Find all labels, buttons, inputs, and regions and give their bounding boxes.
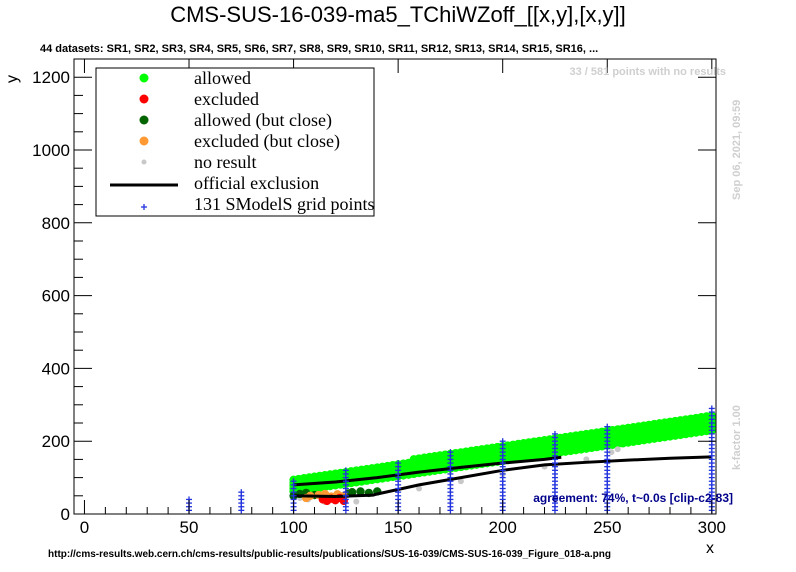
grid-point-marker	[290, 478, 297, 485]
x-tick-label: 250	[593, 518, 621, 537]
no-result-point	[457, 478, 464, 485]
plot-area	[186, 405, 717, 514]
legend-label: 131 SModelS grid points	[194, 194, 375, 214]
legend-label: official exclusion	[194, 173, 319, 193]
x-tick-label: 300	[698, 518, 726, 537]
legend-marker	[139, 136, 149, 146]
x-tick-label: 150	[384, 518, 412, 537]
allowed-close-point	[356, 487, 365, 496]
no-result-point	[353, 498, 360, 505]
y-tick-label: 0	[61, 505, 70, 524]
legend-label: allowed (but close)	[194, 110, 332, 131]
agreement-label: agreement: 74%, t~0.0s [clip-c2-83]	[533, 491, 733, 505]
legend-item: excluded (but close)	[139, 131, 340, 152]
chart-subtitle: 44 datasets: SR1, SR2, SR3, SR4, SR5, SR…	[40, 43, 598, 55]
y-axis-label: y	[4, 75, 21, 83]
legend-label: allowed	[194, 68, 251, 88]
grid-point-marker	[708, 405, 715, 412]
grid-point-marker	[499, 438, 506, 445]
series-grid-points	[186, 405, 715, 514]
x-tick-label: 0	[80, 518, 89, 537]
y-tick-label: 1000	[32, 141, 70, 160]
legend-item: 131 SModelS grid points	[141, 194, 375, 214]
grid-point-marker	[604, 423, 611, 430]
legend-label: excluded (but close)	[194, 131, 340, 152]
legend-item: allowed (but close)	[139, 110, 332, 131]
legend-marker	[139, 115, 149, 125]
x-tick-label: 100	[279, 518, 307, 537]
legend-item: no result	[141, 152, 257, 172]
y-tick-label: 200	[42, 432, 70, 451]
x-tick-label: 50	[180, 518, 199, 537]
chart-title: CMS-SUS-16-039-ma5_TChiWZoff_[[x,y],[x,y…	[170, 2, 626, 27]
legend-item: official exclusion	[110, 173, 319, 193]
grid-point-marker	[447, 449, 454, 456]
legend-label: excluded	[194, 89, 259, 109]
y-tick-label: 600	[42, 287, 70, 306]
legend-item: allowed	[139, 68, 251, 88]
legend-marker	[139, 94, 149, 104]
y-tick-label: 1200	[32, 68, 70, 87]
legend-item: excluded	[139, 89, 259, 109]
y-tick-label: 800	[42, 214, 70, 233]
x-tick-label: 200	[489, 518, 517, 537]
plot-frame	[73, 58, 717, 515]
no-result-point	[608, 449, 615, 456]
axes: 0 50 100 150 200 250 300 0 200 400 600 800 1000 1200	[32, 58, 726, 537]
allowed-close-point	[347, 487, 357, 497]
grid-point-marker	[551, 430, 558, 437]
source-url: http://cms-results.web.cern.ch/cms-resul…	[48, 549, 611, 560]
excluded-point	[339, 496, 348, 506]
legend-marker	[139, 73, 149, 83]
grid-point-marker	[395, 460, 402, 467]
y-tick-label: 400	[42, 359, 70, 378]
official-exclusion-line	[293, 455, 562, 487]
no-result-point	[614, 446, 621, 453]
grid-point-marker	[342, 467, 349, 474]
official-exclusion-line	[293, 455, 712, 499]
no-result-point	[416, 485, 423, 492]
legend-marker	[141, 159, 147, 165]
x-axis-label: x	[706, 540, 714, 557]
kfactor-label: k-factor 1.00	[731, 405, 743, 470]
no-result-note: 33 / 581 points with no results	[570, 66, 726, 78]
timestamp: Sep 06, 2021, 09:59	[731, 100, 743, 200]
legend-label: no result	[194, 152, 257, 172]
grid-point-marker	[238, 489, 245, 496]
